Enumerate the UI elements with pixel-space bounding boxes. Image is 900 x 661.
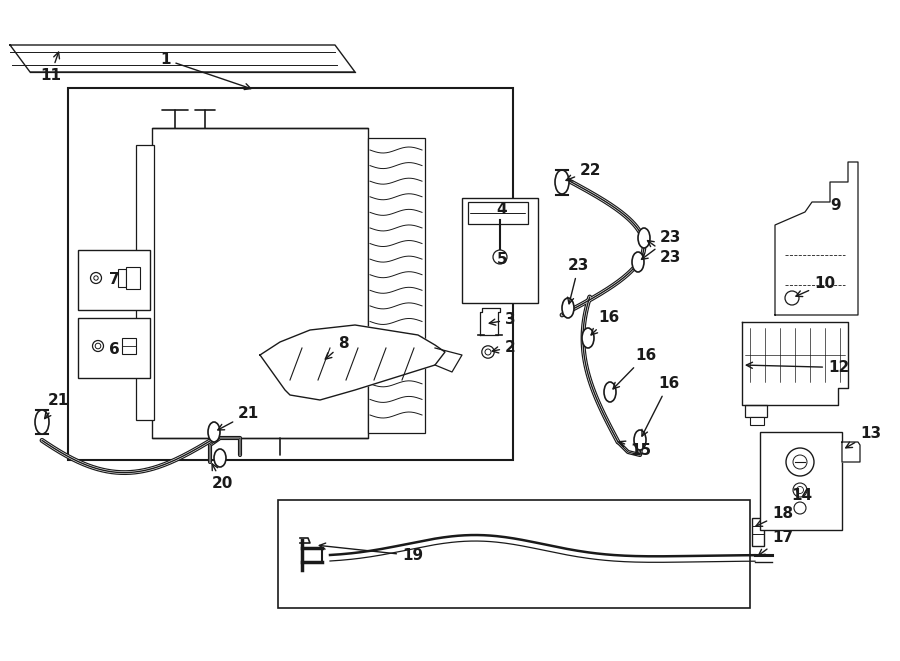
Text: 16: 16 xyxy=(613,348,656,389)
Bar xyxy=(78,250,150,310)
Text: 5: 5 xyxy=(497,253,508,268)
Circle shape xyxy=(93,340,104,352)
Bar xyxy=(745,405,767,417)
Text: 12: 12 xyxy=(746,360,850,375)
Bar xyxy=(278,500,750,608)
Ellipse shape xyxy=(632,252,644,272)
Circle shape xyxy=(796,486,804,494)
Bar xyxy=(750,417,764,425)
Text: 23: 23 xyxy=(647,241,681,265)
Circle shape xyxy=(793,455,807,469)
Text: 2: 2 xyxy=(492,340,516,355)
Circle shape xyxy=(493,250,507,264)
Polygon shape xyxy=(10,45,355,72)
Text: 4: 4 xyxy=(497,202,508,217)
Circle shape xyxy=(794,502,806,514)
Circle shape xyxy=(95,343,101,349)
Bar xyxy=(152,128,368,438)
Polygon shape xyxy=(842,442,860,462)
Circle shape xyxy=(485,349,491,355)
Text: 9: 9 xyxy=(831,198,842,212)
Ellipse shape xyxy=(214,449,226,467)
Ellipse shape xyxy=(208,422,220,442)
Text: 20: 20 xyxy=(212,464,233,491)
Bar xyxy=(462,198,538,303)
Ellipse shape xyxy=(35,410,49,434)
Circle shape xyxy=(482,346,494,358)
Circle shape xyxy=(91,272,102,284)
Text: 23: 23 xyxy=(642,230,681,259)
Text: 13: 13 xyxy=(846,426,881,448)
Text: 3: 3 xyxy=(490,312,516,327)
Text: 21: 21 xyxy=(45,393,69,418)
Text: 10: 10 xyxy=(796,276,835,297)
Text: 1: 1 xyxy=(160,52,251,89)
Text: 22: 22 xyxy=(566,163,601,181)
Bar xyxy=(126,267,140,289)
Polygon shape xyxy=(260,325,445,400)
Text: 8: 8 xyxy=(325,336,348,359)
Text: 17: 17 xyxy=(759,530,793,555)
Bar xyxy=(68,88,513,460)
Text: 18: 18 xyxy=(756,506,793,526)
Circle shape xyxy=(793,483,807,497)
Text: 21: 21 xyxy=(218,406,259,430)
Polygon shape xyxy=(775,162,858,315)
Text: 14: 14 xyxy=(791,488,813,502)
Circle shape xyxy=(786,448,814,476)
Text: 15: 15 xyxy=(619,441,651,458)
Ellipse shape xyxy=(582,328,594,348)
Text: 7: 7 xyxy=(109,272,120,288)
Text: 11: 11 xyxy=(40,52,61,83)
Ellipse shape xyxy=(634,430,646,450)
Ellipse shape xyxy=(555,170,569,194)
Text: 16: 16 xyxy=(642,376,680,436)
Bar xyxy=(760,432,842,530)
Text: 6: 6 xyxy=(109,342,120,358)
Text: 19: 19 xyxy=(320,543,423,563)
Ellipse shape xyxy=(604,382,616,402)
Bar xyxy=(752,518,764,546)
Ellipse shape xyxy=(562,298,574,318)
Bar xyxy=(468,202,528,224)
Bar xyxy=(118,269,126,287)
Bar xyxy=(122,338,136,354)
Bar xyxy=(136,145,154,420)
Circle shape xyxy=(94,276,98,280)
Circle shape xyxy=(785,291,799,305)
Bar xyxy=(78,318,150,378)
Text: 23: 23 xyxy=(568,258,590,304)
Ellipse shape xyxy=(638,228,650,248)
Polygon shape xyxy=(742,322,848,405)
Bar xyxy=(368,138,425,433)
Text: 16: 16 xyxy=(591,310,619,335)
